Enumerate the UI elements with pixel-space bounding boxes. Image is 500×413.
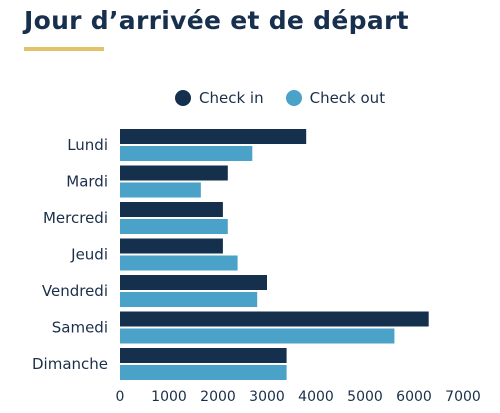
bar-check-in-mercredi bbox=[120, 202, 223, 217]
legend-item-check-out: Check out bbox=[285, 89, 386, 107]
category-label-jeudi: Jeudi bbox=[70, 246, 108, 264]
legend-label-check-in: Check in bbox=[199, 89, 264, 107]
bar-check-in-samedi bbox=[120, 311, 429, 327]
bar-check-out-vendredi bbox=[120, 292, 258, 307]
x-tick-label-3000: 3000 bbox=[249, 389, 285, 405]
bar-check-out-mardi bbox=[120, 182, 201, 198]
chart-title: Jour d’arrivée et de départ bbox=[24, 6, 409, 35]
bar-check-in-vendredi bbox=[120, 275, 267, 290]
category-label-mardi: Mardi bbox=[66, 173, 108, 191]
legend: Check in Check out bbox=[175, 89, 385, 107]
category-label-samedi: Samedi bbox=[52, 319, 108, 337]
bar-check-in-lundi bbox=[120, 129, 307, 144]
x-tick-label-6000: 6000 bbox=[396, 389, 432, 405]
bar-check-out-samedi bbox=[120, 328, 395, 344]
bar-check-in-jeudi bbox=[120, 238, 223, 254]
x-tick-label-7000: 7000 bbox=[445, 389, 481, 405]
category-label-dimanche: Dimanche bbox=[32, 355, 108, 373]
x-tick-label-2000: 2000 bbox=[200, 389, 236, 405]
title-underline bbox=[24, 47, 104, 51]
x-tick-label-0: 0 bbox=[116, 389, 125, 405]
bar-check-out-dimanche bbox=[120, 365, 287, 380]
x-tick-label-1000: 1000 bbox=[151, 389, 187, 405]
legend-label-check-out: Check out bbox=[309, 89, 386, 107]
legend-item-check-in: Check in bbox=[175, 89, 264, 107]
bar-check-out-lundi bbox=[120, 146, 253, 161]
legend-swatch-check-out bbox=[285, 90, 302, 106]
bar-check-out-mercredi bbox=[120, 219, 228, 234]
bar-check-in-mardi bbox=[120, 165, 228, 181]
x-tick-label-4000: 4000 bbox=[298, 389, 334, 405]
legend-swatch-check-in bbox=[175, 90, 191, 106]
bar-check-in-dimanche bbox=[120, 348, 287, 363]
x-tick-label-5000: 5000 bbox=[347, 389, 383, 405]
category-label-mercredi: Mercredi bbox=[43, 209, 108, 227]
category-label-lundi: Lundi bbox=[67, 136, 108, 154]
category-label-vendredi: Vendredi bbox=[42, 282, 108, 300]
bar-check-out-jeudi bbox=[120, 255, 238, 271]
